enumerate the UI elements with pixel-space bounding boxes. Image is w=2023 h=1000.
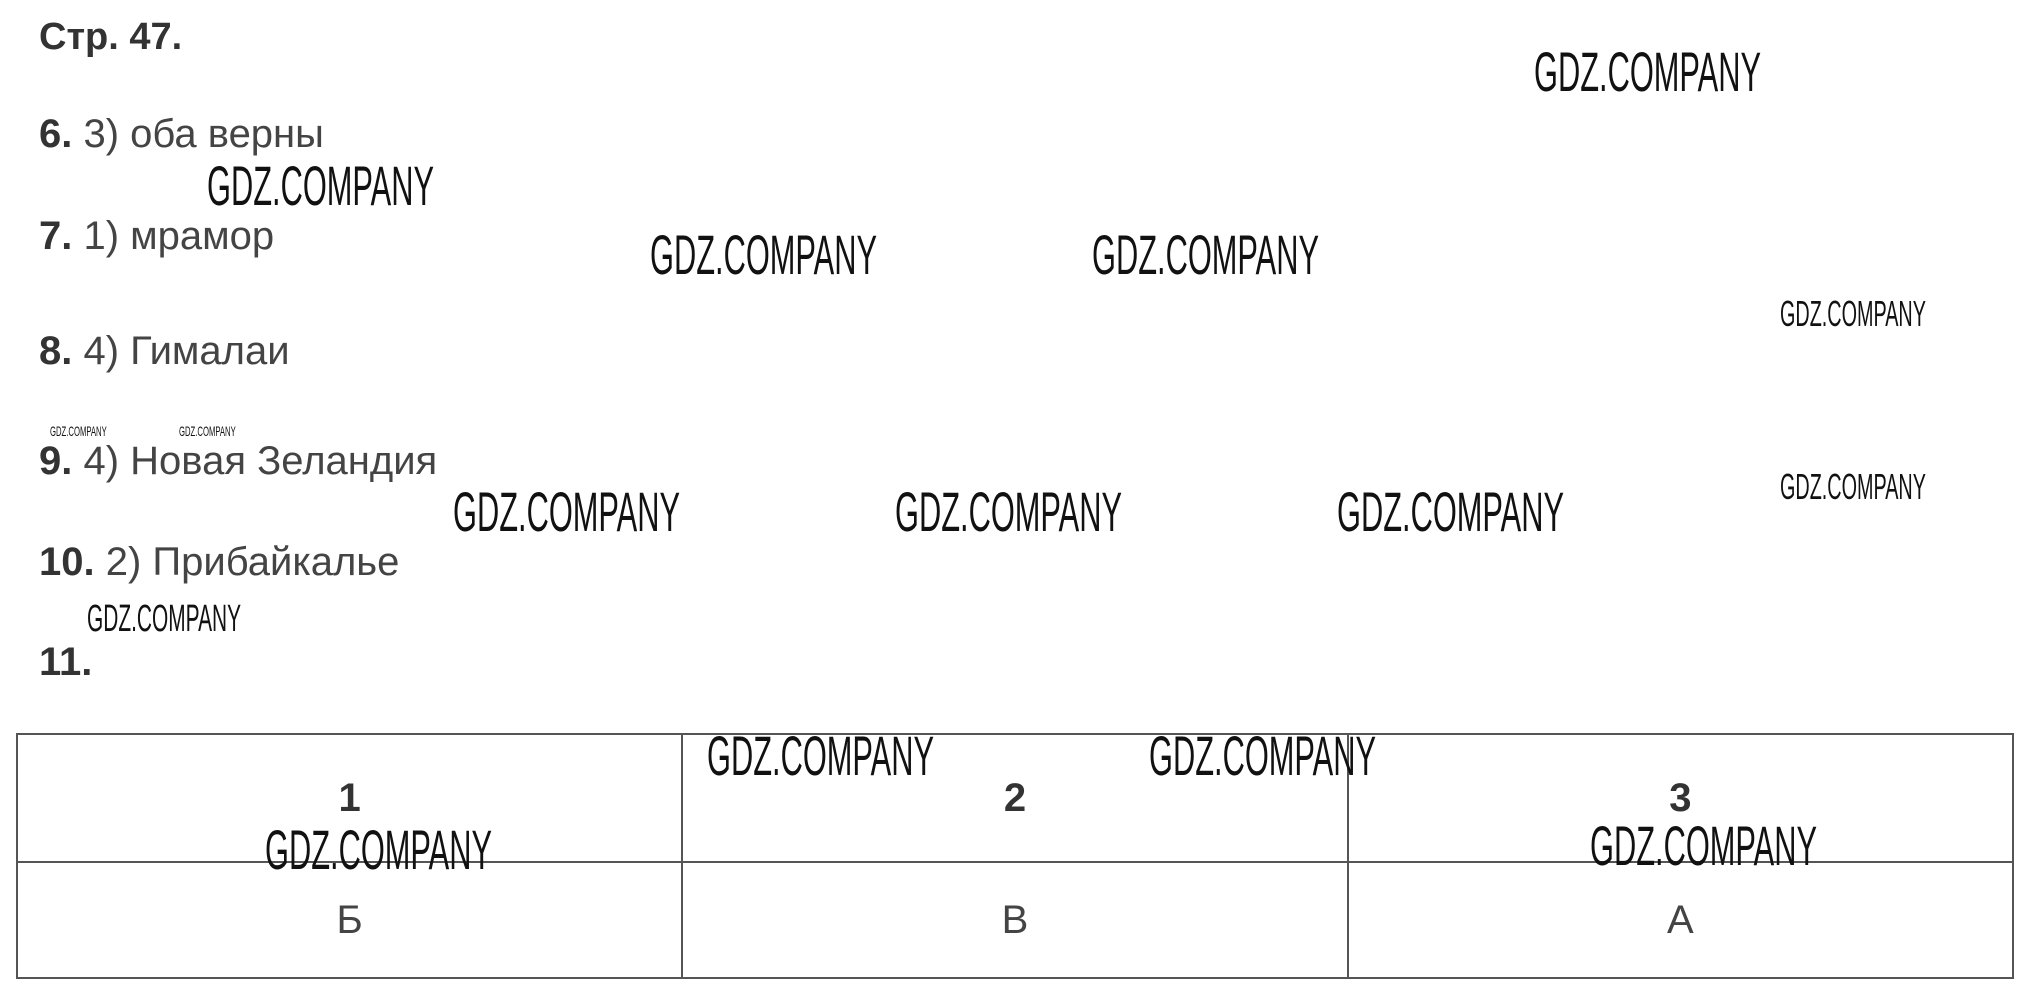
watermark: GDZ.COMPANY (1780, 293, 1926, 334)
answer-6: 6. 3) оба верны (39, 114, 324, 154)
answer-text: 3) оба верны (83, 112, 324, 156)
watermark: GDZ.COMPANY (179, 423, 236, 439)
table-row: Б В А (15, 861, 2015, 979)
answer-text: 4) Гималаи (83, 329, 290, 373)
watermark: GDZ.COMPANY (1149, 724, 1377, 787)
watermark: GDZ.COMPANY (1534, 40, 1762, 103)
table-header-cell: 1 (15, 733, 684, 863)
watermark: GDZ.COMPANY (1092, 223, 1320, 286)
answer-9: 9. 4) Новая Зеландия (39, 441, 437, 481)
answer-7: 7. 1) мрамор (39, 216, 274, 256)
table-cell: Б (15, 861, 684, 979)
watermark: GDZ.COMPANY (50, 423, 107, 439)
watermark: GDZ.COMPANY (1590, 814, 1818, 877)
answer-10: 10. 2) Прибайкалье (39, 542, 399, 582)
answer-number: 6. (39, 112, 73, 156)
answer-8: 8. 4) Гималаи (39, 331, 290, 371)
answer-text: 4) Новая Зеландия (83, 439, 438, 483)
answer-number: 9. (39, 439, 73, 483)
watermark: GDZ.COMPANY (650, 223, 878, 286)
table-header-cell: 3 (1346, 733, 2015, 863)
answer-11: 11. (39, 642, 92, 682)
watermark: GDZ.COMPANY (1337, 480, 1565, 543)
watermark: GDZ.COMPANY (453, 480, 681, 543)
watermark: GDZ.COMPANY (707, 724, 935, 787)
table-header-cell: 2 (681, 733, 1349, 863)
watermark: GDZ.COMPANY (895, 480, 1123, 543)
answer-number: 7. (39, 214, 73, 258)
answer-text: 2) Прибайкалье (105, 540, 400, 584)
table-header-row: 1 2 3 (15, 733, 2015, 863)
watermark: GDZ.COMPANY (87, 598, 242, 640)
watermark: GDZ.COMPANY (207, 154, 435, 217)
answer-number: 11. (39, 640, 93, 684)
table-cell: В (681, 861, 1349, 979)
page-title: Стр. 47. (39, 16, 183, 58)
watermark: GDZ.COMPANY (1780, 466, 1926, 507)
answer-number: 10. (39, 540, 95, 584)
answer-text: 1) мрамор (83, 214, 275, 258)
answer-table: 1 2 3 Б В А (15, 733, 2015, 979)
watermark: GDZ.COMPANY (265, 818, 493, 881)
answer-number: 8. (39, 329, 73, 373)
table-cell: А (1346, 861, 2015, 979)
